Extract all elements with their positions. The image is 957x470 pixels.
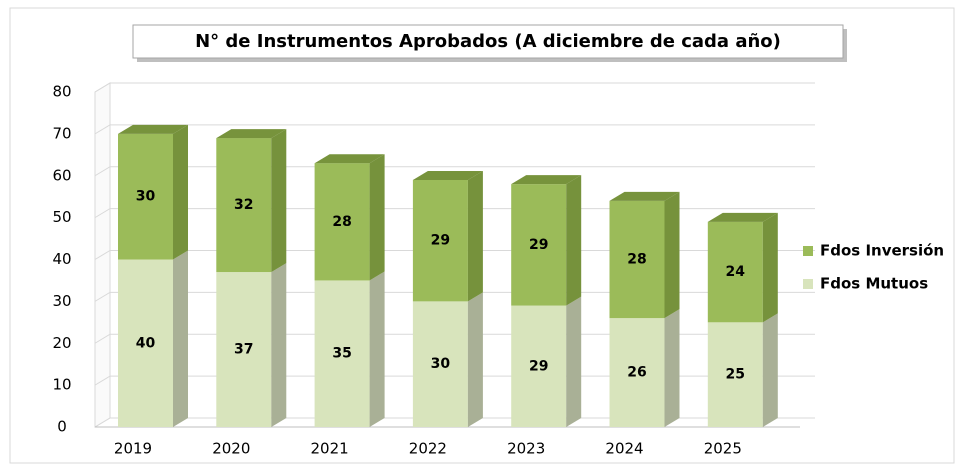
grid-line [94,124,815,135]
data-label: 26 [627,365,646,381]
bar-top [511,175,582,185]
title-box [132,24,844,59]
bar-top [118,124,188,134]
legend-swatch [803,246,813,256]
x-tick-label: 2024 [605,440,643,458]
data-label: 29 [529,237,548,253]
y-tick-label: 0 [57,418,67,436]
x-tick-label: 2019 [114,440,152,458]
bar-segment [118,259,173,427]
bar-segment [216,138,272,273]
x-tick-label: 2020 [212,440,250,458]
grid-line [94,82,815,93]
bar-side [467,292,483,427]
data-label: 37 [234,342,253,358]
y-tick-label: 80 [52,83,71,101]
bar-segment [412,179,468,302]
bar-segment [511,184,567,306]
bar-segment [314,280,370,427]
bar-segment [314,163,370,281]
y-tick-label: 50 [52,208,71,226]
bar-segment [118,133,173,260]
x-tick-label: 2025 [704,440,742,458]
bar-side [762,212,778,323]
bar-segment [412,301,468,427]
data-label: 28 [332,214,351,230]
bar-segment [707,221,763,323]
bar-side [173,250,188,427]
bar-top [609,191,680,201]
data-label: 29 [529,358,548,374]
bar-top [314,154,385,164]
x-tick-label: 2023 [507,440,545,458]
bar-side [566,175,582,306]
data-label: 35 [332,346,351,362]
data-label: 28 [627,252,646,268]
data-label: 25 [726,367,745,383]
x-tick-label: 2022 [409,440,447,458]
grid-line [94,166,815,177]
bar-side [664,191,680,319]
x-tick-label: 2021 [311,440,349,458]
data-label: 32 [234,197,253,213]
bar-side [173,124,188,260]
data-label: 40 [136,335,156,351]
y-tick-label: 10 [52,376,71,394]
legend-swatch [803,279,813,289]
bar-segment [707,322,763,427]
bar-segment [511,305,567,427]
bar-top [412,170,483,180]
chart-title: N° de Instrumentos Aprobados (A diciembr… [195,31,781,52]
bar-side [566,296,582,427]
bar-side [369,271,385,427]
bar-side [467,170,483,302]
bar-side [271,129,287,273]
y-tick-label: 60 [52,166,71,184]
y-tick-label: 40 [52,250,71,268]
bar-side [271,263,287,427]
bar-segment [609,318,665,427]
y-tick-label: 20 [52,334,71,352]
data-label: 30 [136,189,156,205]
y-tick-label: 70 [52,124,71,142]
data-label: 30 [431,356,451,372]
bar-top [216,129,287,139]
y-tick-label: 30 [52,292,71,310]
legend-label: Fdos Inversión [820,242,944,260]
data-label: 24 [726,264,746,280]
bar-side [762,313,778,427]
bar-segment [609,200,665,319]
bar-side [664,309,680,427]
data-label: 29 [431,233,450,249]
bar-segment [216,272,272,427]
bar-side [369,154,385,281]
legend-label: Fdos Mutuos [820,275,928,293]
bar-top [707,212,778,222]
